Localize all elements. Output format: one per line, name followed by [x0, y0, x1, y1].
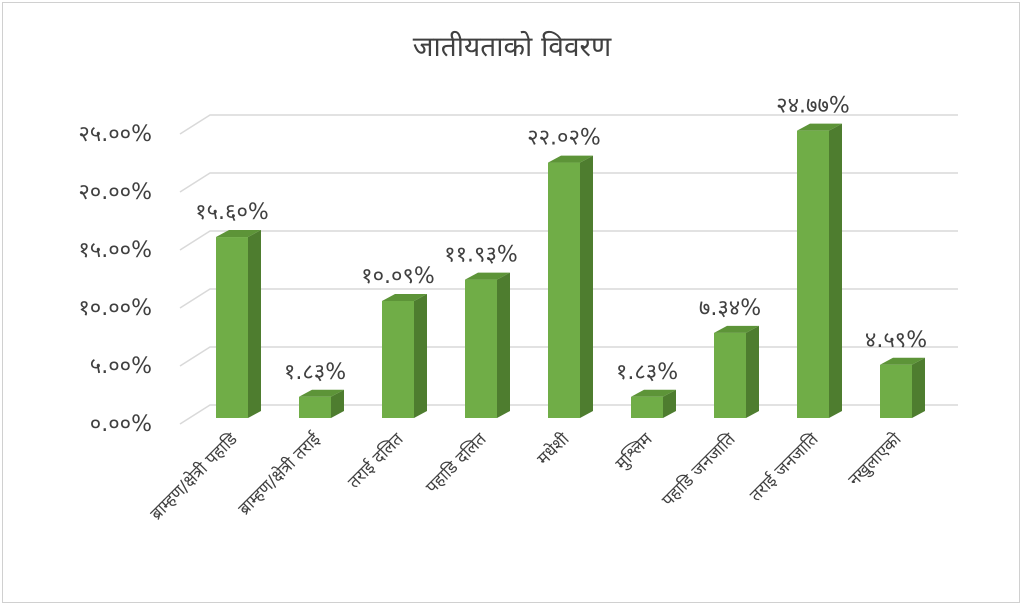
bar-side-face: [414, 293, 427, 418]
data-label: १५.६०%: [195, 200, 269, 225]
bar-front-face: [631, 396, 663, 418]
bar-top-face: [797, 123, 842, 131]
bar-front-face: [714, 332, 746, 418]
bar: [216, 230, 261, 418]
gridline: [179, 346, 958, 367]
bar-front-face: [548, 162, 580, 418]
bar: [465, 272, 510, 418]
y-tick-label: २०.००%: [78, 180, 152, 205]
bar-side-face: [829, 123, 842, 418]
category-label: ब्राम्हण/क्षेत्री पहाडि: [146, 428, 242, 524]
category-label: पहाडि दलित: [421, 428, 490, 497]
x-axis-categories: ब्राम्हण/क्षेत्री पहाडिब्राम्हण/क्षेत्री…: [146, 428, 906, 524]
data-label: १.८३%: [616, 360, 678, 385]
bar-side-face: [580, 155, 593, 418]
gridline: [179, 172, 958, 193]
bar-front-face: [465, 279, 497, 418]
bar-top-face: [465, 272, 510, 280]
y-tick-label: १०.००%: [78, 296, 152, 321]
gridline: [179, 288, 958, 309]
bars: [216, 123, 925, 418]
bar: [880, 357, 925, 418]
y-tick-label: ५.००%: [90, 354, 152, 379]
bar: [548, 155, 593, 418]
bar-side-face: [912, 357, 925, 418]
category-label: मुश्लिम: [611, 428, 657, 474]
bar-side-face: [746, 325, 759, 418]
bar-side-face: [248, 230, 261, 418]
y-tick-label: २५.००%: [78, 122, 152, 147]
data-label: २४.७७%: [776, 94, 850, 119]
data-labels: १५.६०% १.८३% १०.०९% ११.९३% २२.०२% १.८३% ७.३४% २…: [195, 94, 927, 385]
gridline: [179, 404, 958, 425]
data-label: ४.५९%: [865, 328, 927, 353]
category-label: ब्राम्हण/क्षेत्री तराई: [234, 428, 325, 519]
category-label: तराई दलित: [344, 428, 408, 492]
category-label: मधेशी: [533, 428, 574, 469]
gridline: [179, 114, 958, 135]
bar-top-face: [382, 293, 427, 301]
data-label: १०.०९%: [361, 264, 435, 289]
bar: [797, 123, 842, 418]
bar-top-face: [548, 155, 593, 163]
bar: [299, 389, 344, 418]
data-label: ११.९३%: [444, 243, 518, 268]
bar-front-face: [216, 237, 248, 418]
category-label: तराई जनजाति: [745, 428, 822, 505]
bar-top-face: [880, 357, 925, 365]
bar-side-face: [663, 389, 676, 418]
bar-front-face: [797, 130, 829, 418]
chart-title: जातीयताको विवरण: [413, 30, 612, 63]
gridlines: [179, 114, 958, 425]
gridline: [179, 230, 958, 251]
bar-top-face: [714, 325, 759, 333]
bar-side-face: [331, 389, 344, 418]
bar-top-face: [299, 389, 344, 397]
y-axis-ticks: ०.००% ५.००% १०.००% १५.००% २०.००% २५.००%: [78, 122, 152, 437]
bar: [382, 293, 427, 418]
category-label: पहाडि जनजाति: [657, 428, 739, 510]
bar-top-face: [631, 389, 676, 397]
bar-side-face: [497, 272, 510, 418]
y-tick-label: १५.००%: [78, 238, 152, 263]
data-label: १.८३%: [284, 360, 346, 385]
bar-front-face: [880, 364, 912, 418]
bar-front-face: [382, 300, 414, 418]
data-label: ७.३४%: [699, 296, 761, 321]
y-tick-label: ०.००%: [90, 412, 152, 437]
category-label: नखुलाएको: [844, 428, 906, 490]
bar: [631, 389, 676, 418]
bar-front-face: [299, 396, 331, 418]
data-label: २२.०२%: [527, 126, 601, 151]
bar-top-face: [216, 230, 261, 238]
bar: [714, 325, 759, 418]
